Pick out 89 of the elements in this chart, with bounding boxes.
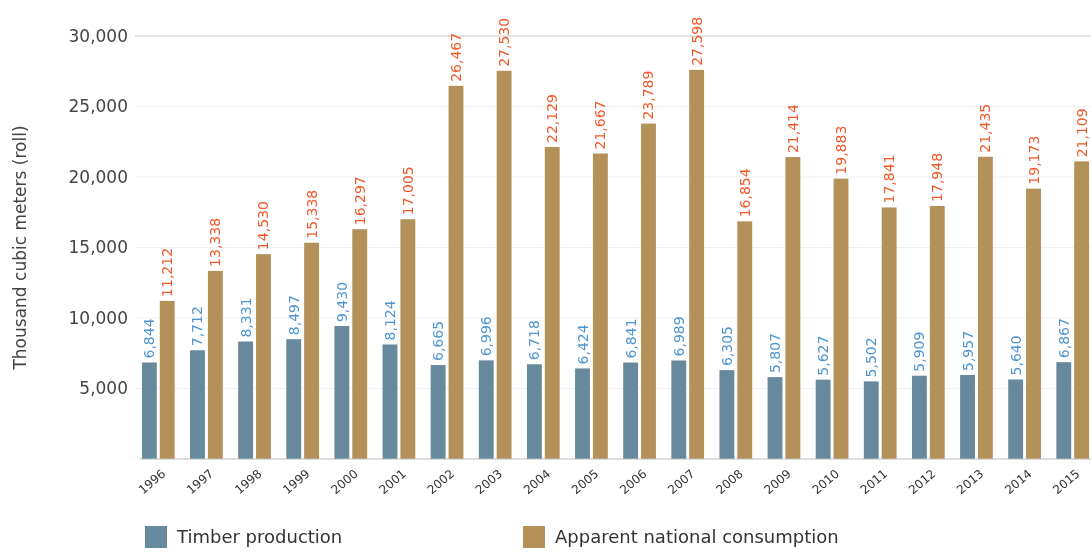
data-label: 5,909 [911,331,928,372]
bar [448,85,464,459]
bar [430,365,446,459]
legend-label: Timber production [176,526,343,548]
data-label: 6,989 [670,316,687,357]
bar [592,153,608,459]
bar [352,229,368,459]
bar [623,362,639,459]
bar [207,270,223,459]
y-tick-label: 15,000 [68,237,128,258]
bar [256,254,271,459]
data-label: 21,667 [592,100,609,150]
bar [1074,161,1090,459]
data-label: 27,530 [496,17,513,67]
data-label: 5,807 [767,333,784,374]
data-label: 6,305 [718,326,735,367]
data-label: 5,627 [815,335,832,376]
bar [1056,362,1072,459]
data-label: 19,883 [833,125,850,175]
bar [911,375,927,459]
bar [526,364,542,459]
data-label: 8,497 [285,295,302,336]
bar [671,360,687,459]
data-label: 6,665 [430,320,447,362]
data-label: 26,467 [447,32,464,82]
y-tick-label: 5,000 [79,378,128,399]
data-label: 14,530 [255,201,272,251]
bar [641,123,656,459]
data-label: 16,854 [736,168,753,218]
data-label: 6,841 [622,318,639,359]
bar [496,70,512,459]
data-label: 27,598 [688,16,705,66]
bar [286,339,302,459]
bar [833,178,849,459]
bar [382,344,398,459]
data-label: 17,005 [399,166,416,216]
data-label: 13,338 [207,217,224,267]
bar [544,146,560,459]
bar [478,360,494,459]
bar [1008,379,1024,459]
bar [334,326,350,459]
data-label: 6,844 [141,318,158,359]
bar [863,381,879,459]
bar [977,156,993,459]
bar [785,157,801,459]
data-label: 16,297 [351,176,368,226]
bar [689,69,705,459]
data-label: 23,789 [640,70,657,120]
y-tick-label: 20,000 [68,166,128,187]
data-label: 22,129 [544,93,561,143]
data-label: 8,124 [381,300,398,341]
legend-label: Apparent national consumption [555,526,839,548]
data-label: 17,841 [881,154,898,204]
bar [719,370,735,459]
data-label: 9,430 [333,281,350,323]
bar [190,350,205,459]
data-label: 8,331 [237,297,254,338]
y-tick-label: 10,000 [68,307,128,328]
data-label: 11,212 [159,247,176,297]
bar [575,368,590,459]
bar [929,205,945,459]
data-label: 5,957 [959,330,976,372]
data-label: 6,424 [574,324,591,365]
bar [238,341,254,459]
bar [141,362,157,459]
bar [1026,188,1041,459]
bar [881,207,897,459]
data-label: 15,338 [303,189,320,239]
y-tick-label: 25,000 [68,96,128,117]
bar [815,379,831,459]
bar [304,242,320,459]
bar [737,221,753,459]
y-axis-title: Thousand cubic meters (roll) [10,125,30,371]
bar [960,375,975,459]
data-label: 21,435 [977,103,994,153]
data-label: 6,996 [478,316,495,357]
data-label: 17,948 [929,152,946,202]
y-tick-label: 30,000 [68,25,128,46]
data-label: 5,640 [1007,335,1024,376]
data-label: 7,712 [189,306,206,347]
data-label: 6,867 [1055,318,1072,359]
data-label: 21,414 [784,103,801,154]
bar [400,219,416,459]
data-label: 5,502 [863,337,880,378]
data-label: 21,109 [1073,108,1090,158]
data-label: 19,173 [1025,135,1042,185]
bar [767,377,783,459]
data-label: 6,718 [526,320,543,361]
bar [159,300,175,459]
